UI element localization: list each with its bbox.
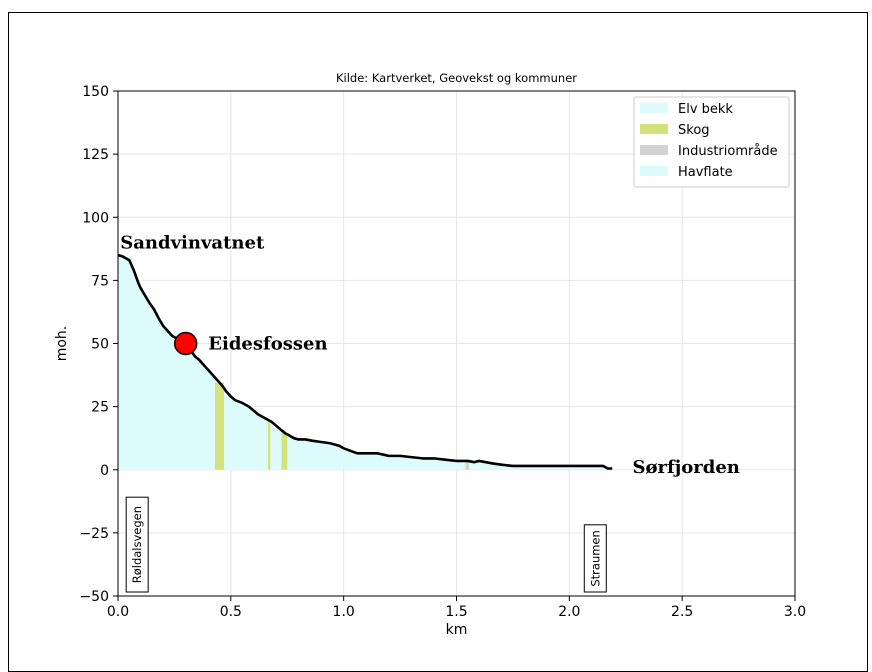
legend-swatch: [640, 103, 668, 113]
road-label-text: Røldalsvegen: [130, 506, 144, 583]
road-label-text: Straumen: [588, 530, 602, 586]
y-tick-label: 50: [91, 337, 109, 353]
x-tick-label: 3.0: [784, 604, 806, 620]
legend-entry-label: Havflate: [678, 165, 733, 180]
y-tick-label: 25: [91, 400, 109, 416]
x-tick-label: 0.5: [220, 604, 242, 620]
road-label-box: [125, 496, 149, 593]
y-tick-label: 100: [82, 210, 109, 226]
water-area: [118, 255, 613, 470]
legend-swatch: [640, 166, 668, 176]
place-annotation: Sandvinvatnet: [120, 233, 265, 254]
y-tick-label: 150: [82, 84, 109, 100]
legend-swatch: [640, 124, 668, 134]
x-tick-label: 0.0: [107, 604, 129, 620]
y-tick-label: 75: [91, 273, 109, 289]
legend-entry-label: Industriområde: [678, 144, 778, 159]
forest-band: [215, 382, 225, 470]
legend-entry-label: Elv bekk: [678, 102, 733, 117]
legend-box: [633, 96, 790, 188]
road-label: Straumen: [583, 524, 607, 593]
place-annotation: Eidesfossen: [208, 334, 327, 355]
y-axis-label: moh.: [54, 326, 70, 362]
industrial-band: [465, 460, 469, 470]
y-tick-label: 125: [82, 147, 109, 163]
x-axis-label: km: [446, 622, 468, 638]
legend-entry-label: Skog: [678, 123, 710, 138]
road-label-box: [583, 524, 607, 593]
waterfall-marker: [173, 331, 198, 356]
y-tick-label: −25: [79, 526, 109, 542]
forest-band: [281, 432, 288, 470]
x-tick-label: 2.0: [558, 604, 580, 620]
x-tick-label: 1.5: [445, 604, 467, 620]
legend: Elv bekk Skog Industriområde Havflate: [633, 96, 790, 188]
legend-swatch: [640, 145, 668, 155]
forest-band: [268, 420, 271, 470]
y-tick-label: 0: [100, 463, 109, 479]
road-label: Røldalsvegen: [125, 496, 149, 593]
x-tick-label: 1.0: [333, 604, 355, 620]
x-tick-label: 2.5: [671, 604, 693, 620]
chart-title: Kilde: Kartverket, Geovekst og kommuner: [336, 71, 577, 85]
place-annotation: Sørfjorden: [633, 457, 740, 478]
y-tick-label: −50: [79, 589, 109, 605]
terrain-profile-line: [117, 253, 613, 470]
